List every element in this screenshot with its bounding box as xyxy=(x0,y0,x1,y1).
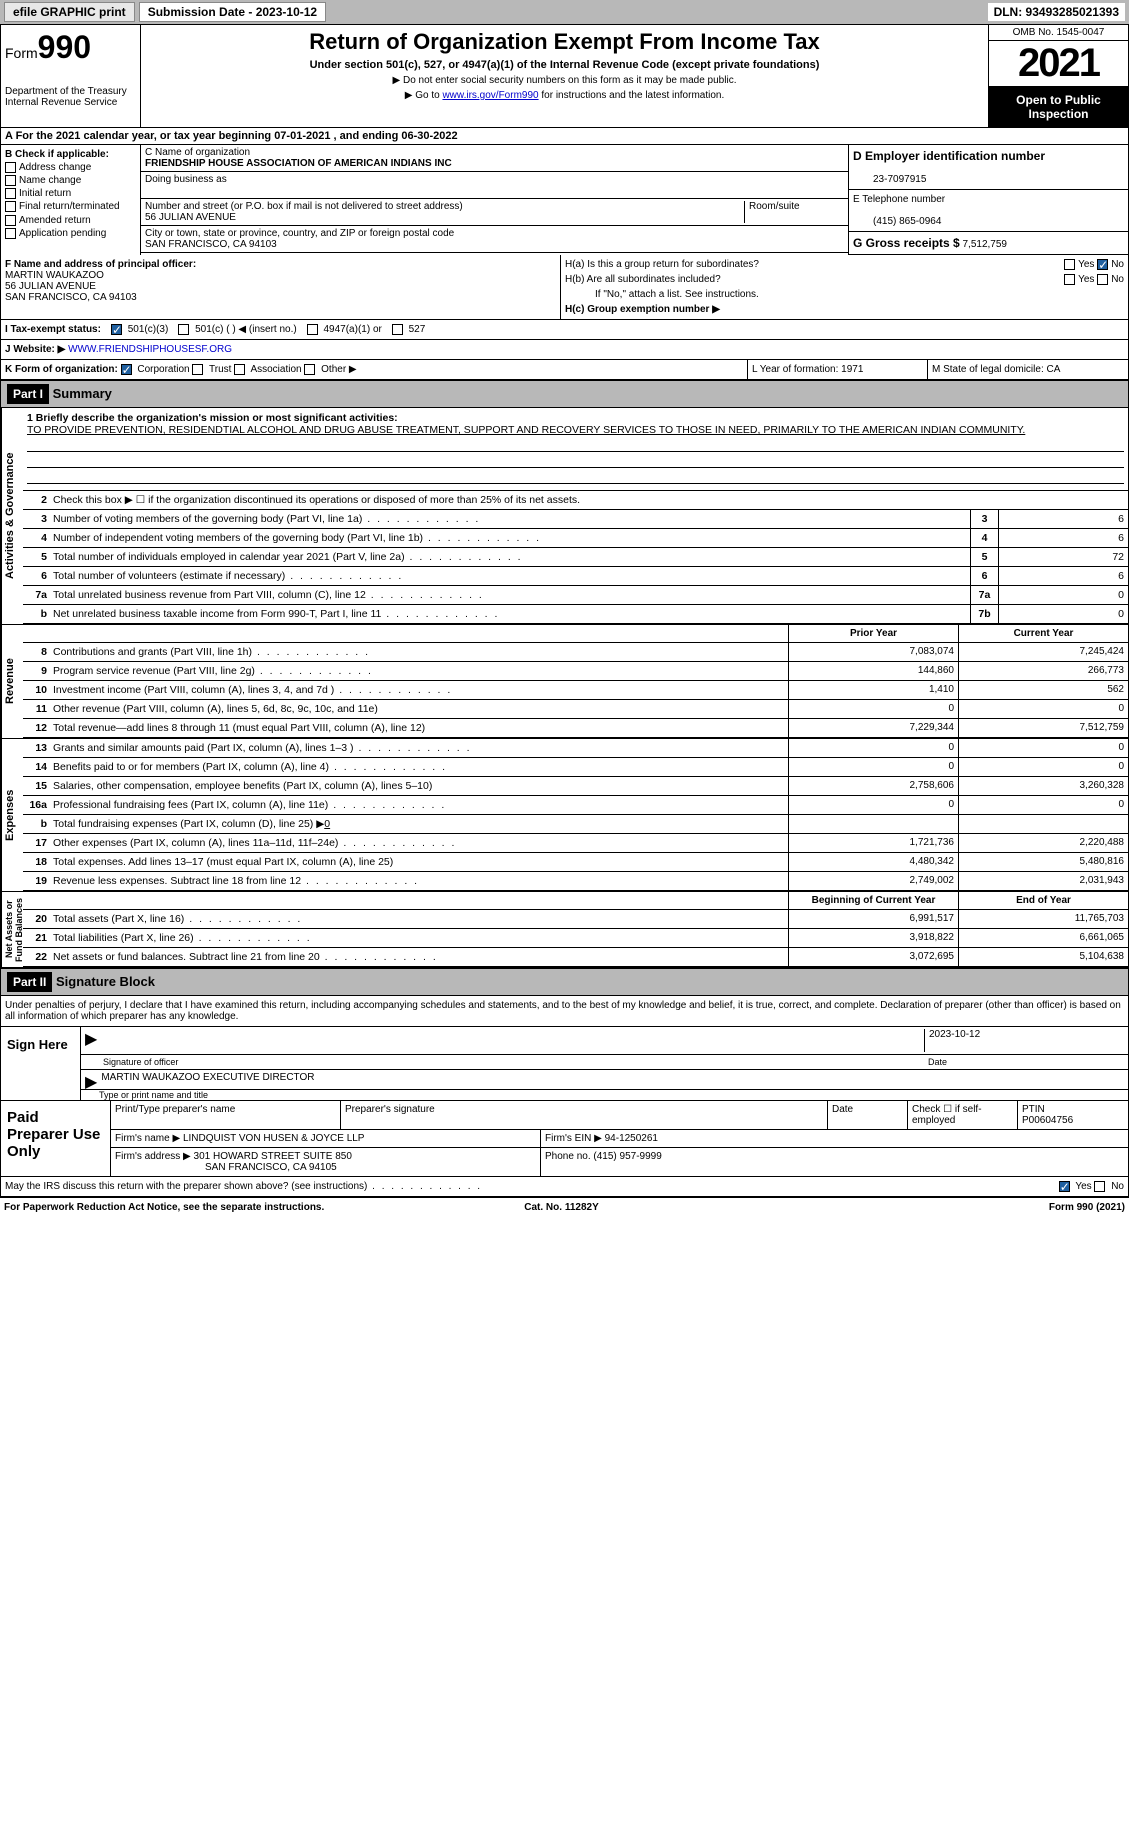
col-c: C Name of organizationFRIENDSHIP HOUSE A… xyxy=(141,145,848,255)
efile-print-button[interactable]: efile GRAPHIC print xyxy=(4,2,135,22)
year-formation: L Year of formation: 1971 xyxy=(748,360,928,379)
city: SAN FRANCISCO, CA 94103 xyxy=(145,239,277,250)
form-number: Form990 xyxy=(5,29,136,66)
signer-name: MARTIN WAUKAZOO EXECUTIVE DIRECTOR xyxy=(101,1072,314,1087)
omb-number: OMB No. 1545-0047 xyxy=(989,25,1128,41)
col-b: B Check if applicable: Address change Na… xyxy=(1,145,141,255)
phone: (415) 865-0964 xyxy=(873,216,941,227)
page-footer: For Paperwork Reduction Act Notice, see … xyxy=(0,1197,1129,1217)
ptin: P00604756 xyxy=(1022,1115,1073,1126)
officer-name: MARTIN WAUKAZOO xyxy=(5,270,104,281)
firm-ein: 94-1250261 xyxy=(605,1133,658,1144)
period-line: A For the 2021 calendar year, or tax yea… xyxy=(1,128,462,144)
summary-expenses: Expenses 13Grants and similar amounts pa… xyxy=(0,739,1129,892)
summary-activities: Activities & Governance 1 Briefly descri… xyxy=(0,408,1129,625)
part-i-header: Part I Summary xyxy=(0,380,1129,408)
row-f-h: F Name and address of principal officer:… xyxy=(0,255,1129,320)
summary-netassets: Net Assets or Fund Balances Beginning of… xyxy=(0,892,1129,968)
form-title: Return of Organization Exempt From Incom… xyxy=(149,29,980,55)
part-ii-header: Part II Signature Block xyxy=(0,968,1129,996)
section-b-c-d: B Check if applicable: Address change Na… xyxy=(0,145,1129,255)
form-note2: ▶ Go to www.irs.gov/Form990 for instruct… xyxy=(149,90,980,101)
open-public: Open to Public Inspection xyxy=(989,87,1128,127)
website-row: J Website: ▶ WWW.FRIENDSHIPHOUSESF.ORG xyxy=(0,340,1129,360)
firm-name: LINDQUIST VON HUSEN & JOYCE LLP xyxy=(183,1133,365,1144)
top-toolbar: efile GRAPHIC print Submission Date - 20… xyxy=(0,0,1129,24)
irs-link[interactable]: www.irs.gov/Form990 xyxy=(442,90,538,101)
firm-phone: (415) 957-9999 xyxy=(593,1151,661,1162)
state-domicile: M State of legal domicile: CA xyxy=(928,360,1128,379)
row-k-l-m: K Form of organization: Corporation Trus… xyxy=(0,360,1129,380)
org-website-link[interactable]: WWW.FRIENDSHIPHOUSESF.ORG xyxy=(68,344,232,355)
signature-block: Under penalties of perjury, I declare th… xyxy=(0,996,1129,1197)
street: 56 JULIAN AVENUE xyxy=(145,212,236,223)
dln: DLN: 93493285021393 xyxy=(988,3,1125,21)
col-d: D Employer identification number23-70979… xyxy=(848,145,1128,255)
form-note1: ▶ Do not enter social security numbers o… xyxy=(149,75,980,86)
gross-receipts: 7,512,759 xyxy=(963,239,1008,250)
tax-year: 2021 xyxy=(989,41,1128,87)
form-header: Form990 Department of the Treasury Inter… xyxy=(0,24,1129,128)
org-name: FRIENDSHIP HOUSE ASSOCIATION OF AMERICAN… xyxy=(145,158,452,169)
department: Department of the Treasury Internal Reve… xyxy=(5,86,136,108)
summary-revenue: Revenue Prior YearCurrent Year 8Contribu… xyxy=(0,625,1129,739)
form-subtitle: Under section 501(c), 527, or 4947(a)(1)… xyxy=(149,59,980,71)
ein: 23-7097915 xyxy=(873,174,926,185)
submission-date: Submission Date - 2023-10-12 xyxy=(139,2,326,22)
mission-text: TO PROVIDE PREVENTION, RESIDENDTIAL ALCO… xyxy=(27,424,1025,436)
tax-exempt-row: I Tax-exempt status: 501(c)(3) 501(c) ( … xyxy=(0,320,1129,340)
